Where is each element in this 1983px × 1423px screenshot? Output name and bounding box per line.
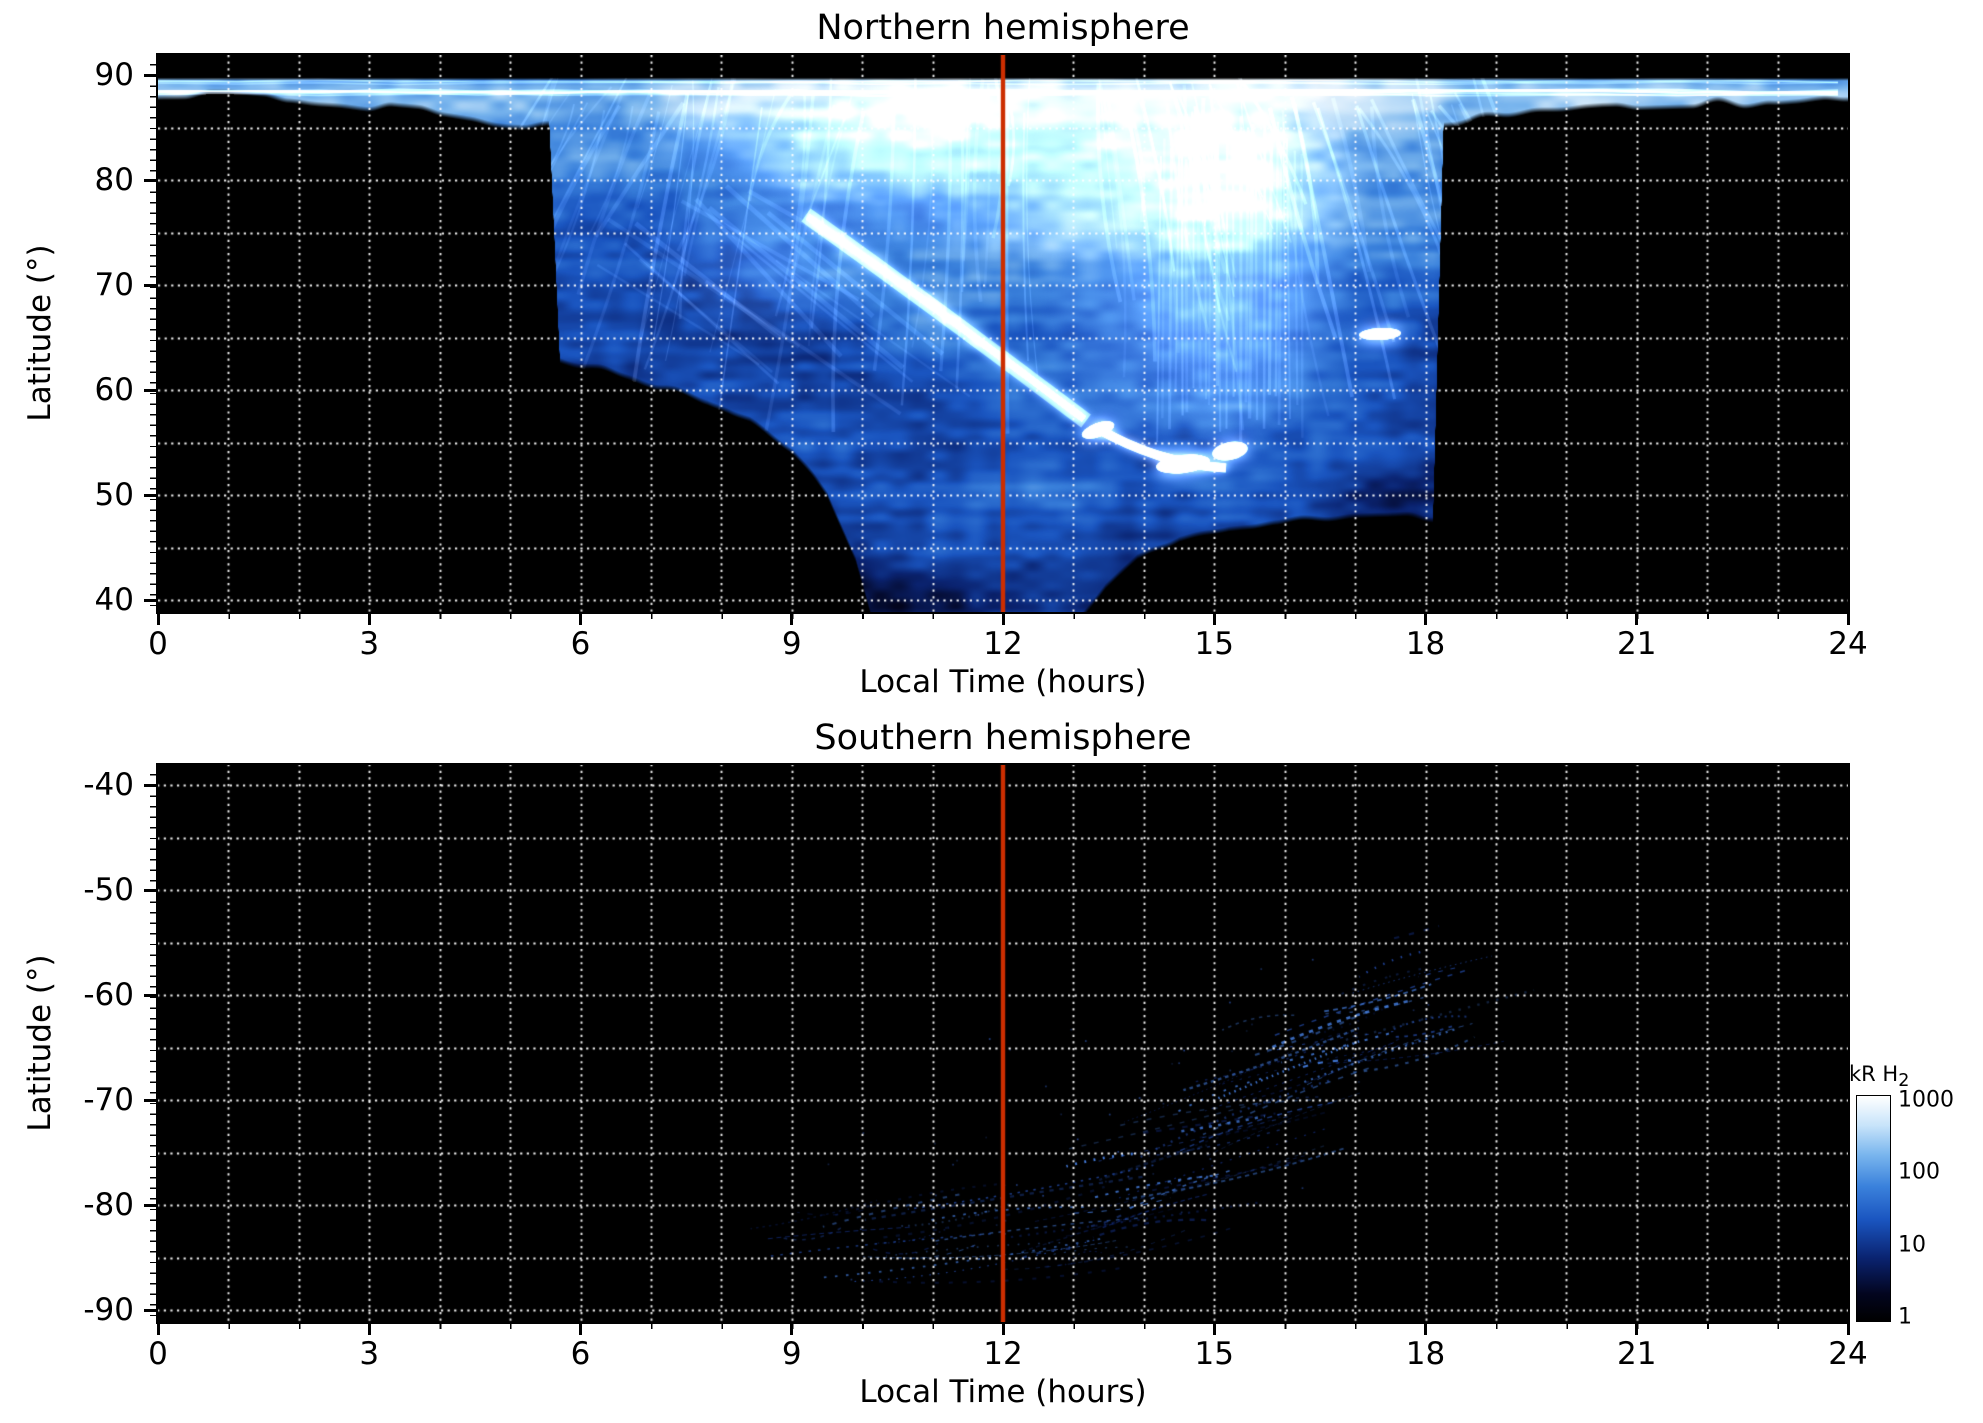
- north-x-axis-label: Local Time (hours): [859, 664, 1147, 700]
- x-tick-label: 24: [1828, 626, 1868, 662]
- south-panel-title: Southern hemisphere: [814, 718, 1192, 758]
- x-tick-label: 15: [1194, 626, 1234, 662]
- south-y-tick-labels: -40 -50 -60 -70 -80 -90: [0, 765, 146, 1328]
- x-tick-mark: [1846, 1322, 1850, 1335]
- north-panel-title: Northern hemisphere: [816, 8, 1190, 48]
- x-tick-label: 3: [359, 1336, 380, 1372]
- x-tick-label: 18: [1405, 626, 1446, 662]
- x-tick-label: 9: [781, 626, 802, 662]
- south-y-minor-ticks: [150, 765, 158, 1322]
- x-tick-label: 9: [781, 1336, 802, 1372]
- y-tick-label: 90: [94, 57, 134, 93]
- x-tick-mark: [1846, 612, 1850, 625]
- colorbar-unit-subscript: 2: [1898, 1071, 1910, 1092]
- south-heatmap-canvas: [158, 765, 1848, 1322]
- x-tick-label: 0: [148, 1336, 168, 1372]
- y-tick-label: 50: [94, 477, 134, 513]
- north-heatmap-canvas: [158, 55, 1848, 612]
- x-tick-label: 0: [148, 626, 168, 662]
- y-tick-label: 40: [94, 582, 134, 618]
- colorbar-tick-label: 1000: [1898, 1087, 1954, 1113]
- x-tick-label: 12: [983, 626, 1023, 662]
- y-tick-label: 70: [94, 267, 134, 303]
- x-tick-label: 3: [359, 626, 380, 662]
- y-tick-label: -90: [83, 1292, 134, 1328]
- north-heatmap-plot: [156, 53, 1850, 614]
- x-tick-label: 6: [570, 1336, 591, 1372]
- colorbar-tick-label: 100: [1898, 1159, 1940, 1185]
- y-tick-label: -80: [83, 1187, 134, 1223]
- colorbar-unit-text: kR H: [1849, 1062, 1899, 1086]
- x-tick-label: 24: [1828, 1336, 1868, 1372]
- x-tick-label: 21: [1617, 1336, 1657, 1372]
- x-tick-label: 21: [1617, 626, 1657, 662]
- colorbar-title: kR H2: [1849, 1062, 1909, 1091]
- colorbar-tick-label: 1: [1898, 1304, 1912, 1330]
- y-tick-label: -50: [83, 872, 134, 908]
- north-y-tick-labels: 90 80 70 60 50 40: [0, 55, 146, 618]
- colorbar-tick-labels: 1000 100 10 1: [1898, 1088, 1980, 1330]
- colorbar: [1856, 1095, 1891, 1322]
- x-tick-label: 15: [1194, 1336, 1234, 1372]
- north-x-minor-ticks: [158, 612, 1848, 619]
- x-tick-label: 6: [570, 626, 591, 662]
- colorbar-tick-label: 10: [1898, 1232, 1926, 1258]
- y-tick-label: -60: [83, 977, 134, 1013]
- x-tick-label: 18: [1405, 1336, 1446, 1372]
- south-heatmap-plot: [156, 763, 1850, 1324]
- south-x-axis-label: Local Time (hours): [859, 1374, 1147, 1410]
- x-tick-label: 12: [983, 1336, 1023, 1372]
- south-x-minor-ticks: [158, 1322, 1848, 1329]
- south-x-tick-labels: 0 3 6 9 12 15 18 21 24: [148, 1332, 1868, 1376]
- y-tick-label: -70: [83, 1082, 134, 1118]
- north-x-tick-labels: 0 3 6 9 12 15 18 21 24: [148, 622, 1868, 666]
- y-tick-label: -40: [83, 767, 134, 803]
- y-tick-label: 60: [94, 372, 134, 408]
- north-y-minor-ticks: [150, 55, 158, 612]
- y-tick-label: 80: [94, 162, 134, 198]
